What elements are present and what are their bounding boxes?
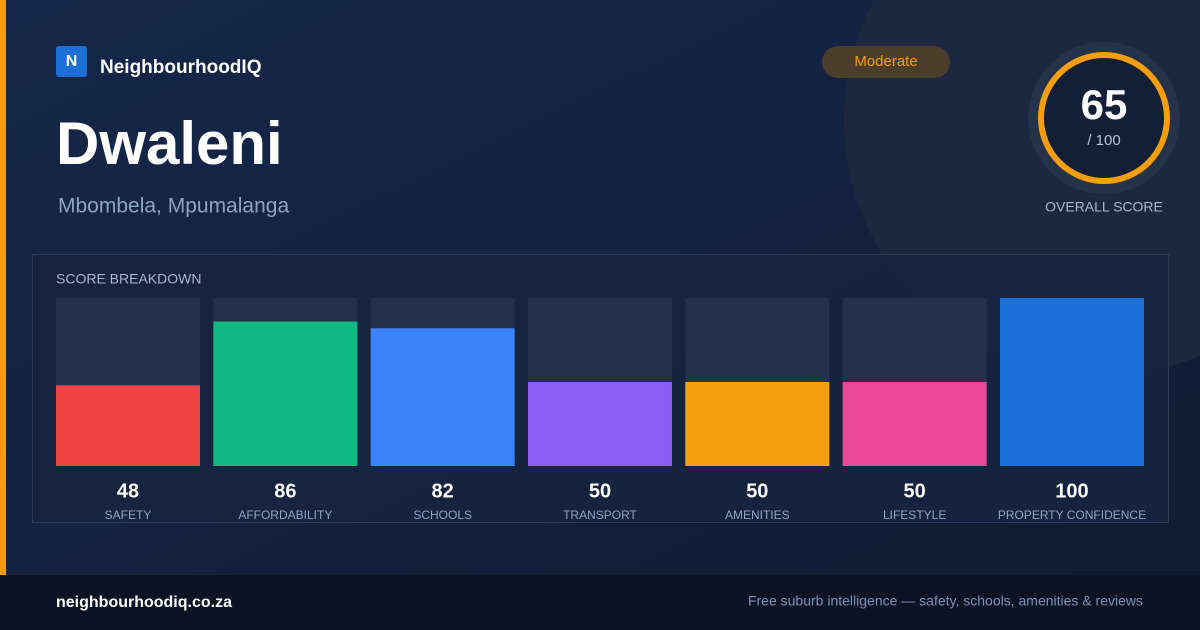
score-value: 65 [1081, 81, 1128, 128]
suburb-title: Dwaleni [56, 110, 283, 177]
footer-site: neighbourhoodiq.co.za [56, 594, 232, 611]
footer-tagline: Free suburb intelligence — safety, schoo… [748, 593, 1143, 609]
badge-label: Moderate [854, 53, 917, 70]
bar-label: AFFORDABILITY [238, 508, 332, 522]
score-label: OVERALL SCORE [1045, 199, 1163, 215]
bar [527, 382, 672, 466]
bar [56, 385, 200, 466]
footer-bar [0, 575, 1200, 630]
score-max: / 100 [1087, 132, 1120, 149]
bar-label: PROPERTY CONFIDENCE [998, 508, 1146, 522]
location: Mbombela, Mpumalanga [58, 195, 289, 218]
bar-label: TRANSPORT [563, 508, 637, 522]
bar [685, 382, 830, 466]
bar [999, 298, 1144, 466]
score-ring [1038, 52, 1170, 184]
bar-label: SAFETY [105, 508, 152, 522]
bar-label: AMENITIES [725, 508, 790, 522]
badge [822, 46, 950, 78]
bar-label: SCHOOLS [413, 508, 472, 522]
bar-value: 86 [274, 480, 296, 502]
bar-value: 82 [432, 480, 454, 502]
bar [213, 321, 358, 466]
bar-value: 50 [589, 480, 611, 502]
bar-label: LIFESTYLE [883, 508, 946, 522]
logo-box [56, 46, 87, 77]
bar-value: 100 [1055, 480, 1088, 502]
bar-value: 50 [746, 480, 768, 502]
bar-value: 50 [904, 480, 926, 502]
bar-value: 48 [117, 480, 139, 502]
brand-name: NeighbourhoodIQ [100, 57, 261, 78]
logo-letter: N [66, 53, 78, 70]
bar [370, 328, 515, 466]
breakdown-title: SCORE BREAKDOWN [56, 271, 201, 287]
accent-stripe [0, 0, 6, 575]
bar [842, 382, 987, 466]
